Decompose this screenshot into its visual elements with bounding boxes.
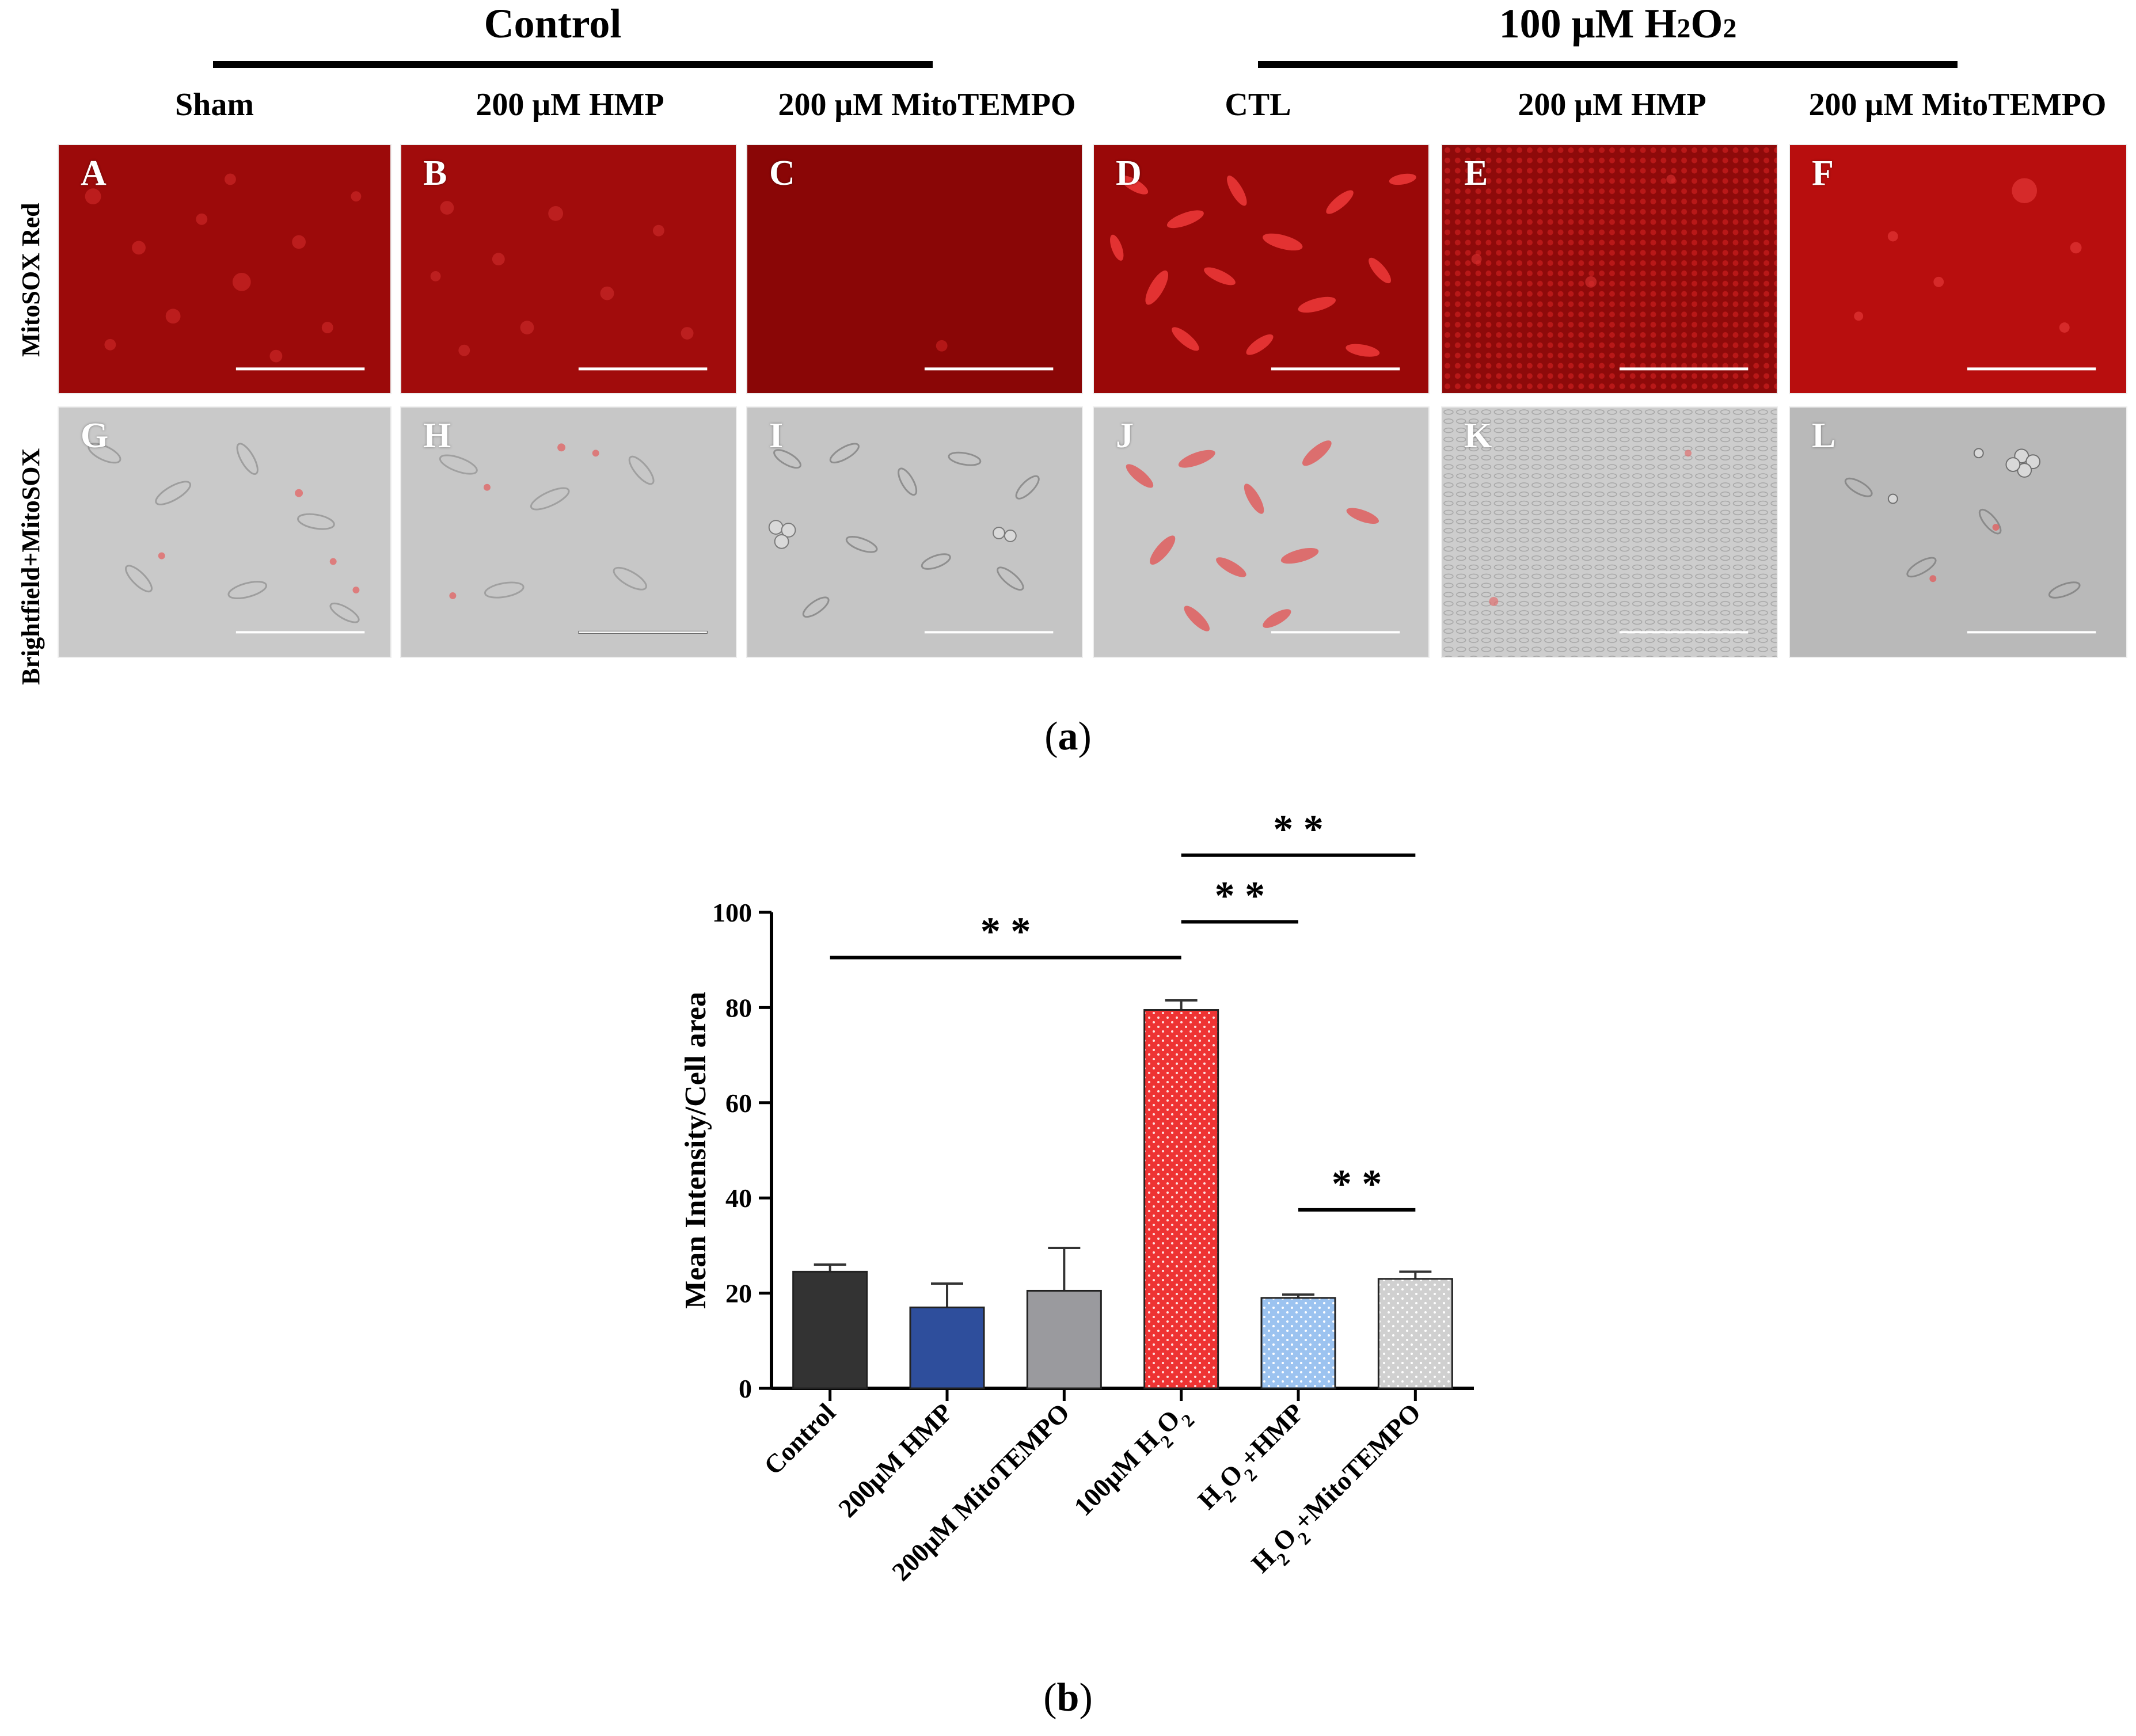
x-tick-label: 200μM HMP	[833, 1398, 958, 1523]
bar-chart: 0 20 40 60 80 100 Mean Intensity/Cell area * *…	[679, 808, 1474, 1586]
panel-h-image: H	[400, 406, 737, 658]
significance-label: * *	[1273, 808, 1324, 852]
caption-b: (b)	[1043, 1676, 1093, 1720]
group-title-control: Control	[484, 1, 622, 47]
bar	[1260, 1297, 1336, 1389]
row-label-mitosox: MitoSOX Red	[17, 203, 45, 357]
panel-letter-g: G	[81, 416, 109, 455]
y-tick-label: 0	[739, 1374, 752, 1403]
group-title-h2o2: 100 μM H2O2	[1499, 1, 1737, 47]
panel-d-image: D	[1093, 144, 1430, 394]
panel-letter-d: D	[1116, 154, 1142, 193]
panel-e-image: E	[1441, 144, 1778, 394]
y-tick-label: 100	[712, 898, 752, 927]
x-tick-label: 100μM H2O2	[1068, 1398, 1198, 1528]
bar	[1377, 1278, 1453, 1389]
panel-i-image: I	[746, 406, 1083, 658]
y-tick-label: 80	[725, 993, 752, 1022]
panel-letter-j: J	[1116, 416, 1134, 455]
panel-l-image: L	[1789, 406, 2127, 658]
panel-f-image: F	[1789, 144, 2127, 394]
panel-letter-c: C	[769, 154, 795, 193]
y-tick-label: 60	[725, 1088, 752, 1118]
column-label-ctl: CTL	[1225, 87, 1291, 123]
column-label-sham: Sham	[175, 87, 254, 123]
panel-a-image: A	[58, 144, 392, 394]
panel-b-image: B	[400, 144, 737, 394]
panel-k-image: K	[1441, 406, 1778, 658]
panel-letter-e: E	[1464, 154, 1488, 193]
bar	[792, 1270, 868, 1389]
panel-letter-l: L	[1812, 416, 1836, 455]
y-axis-label: Mean Intensity/Cell area	[679, 992, 712, 1309]
panel-letter-f: F	[1812, 154, 1834, 193]
panel-g-image: G	[58, 406, 392, 658]
panel-letter-a: A	[81, 154, 107, 193]
column-label-mitotempo: 200 μM MitoTEMPO	[778, 87, 1076, 123]
bar	[1143, 1009, 1219, 1389]
group-rule-control	[213, 61, 933, 68]
row-label-brightfield: Brightfield+MitoSOX	[17, 448, 45, 685]
column-label-h2o2-mitotempo: 200 μM MitoTEMPO	[1808, 87, 2107, 123]
panel-j-image: J	[1093, 406, 1430, 658]
y-tick-label: 20	[725, 1279, 752, 1308]
bar	[909, 1306, 985, 1389]
group-rule-h2o2	[1258, 61, 1958, 68]
x-tick-label: Control	[758, 1398, 841, 1480]
significance-label: * *	[1332, 1162, 1382, 1206]
panel-letter-b: B	[423, 154, 447, 193]
column-label-hmp: 200 μM HMP	[476, 87, 664, 123]
significance-label: * *	[1215, 874, 1265, 919]
panel-letter-h: H	[423, 416, 451, 455]
bar	[1026, 1289, 1102, 1389]
y-tick-label: 40	[725, 1183, 752, 1213]
panel-letter-i: I	[769, 416, 784, 455]
panel-letter-k: K	[1464, 416, 1492, 455]
x-tick-label: H2O2+HMP	[1192, 1398, 1315, 1521]
panel-c-image: C	[746, 144, 1083, 394]
column-label-h2o2-hmp: 200 μM HMP	[1518, 87, 1706, 123]
caption-a: (a)	[1044, 714, 1092, 759]
significance-label: * *	[980, 910, 1031, 954]
